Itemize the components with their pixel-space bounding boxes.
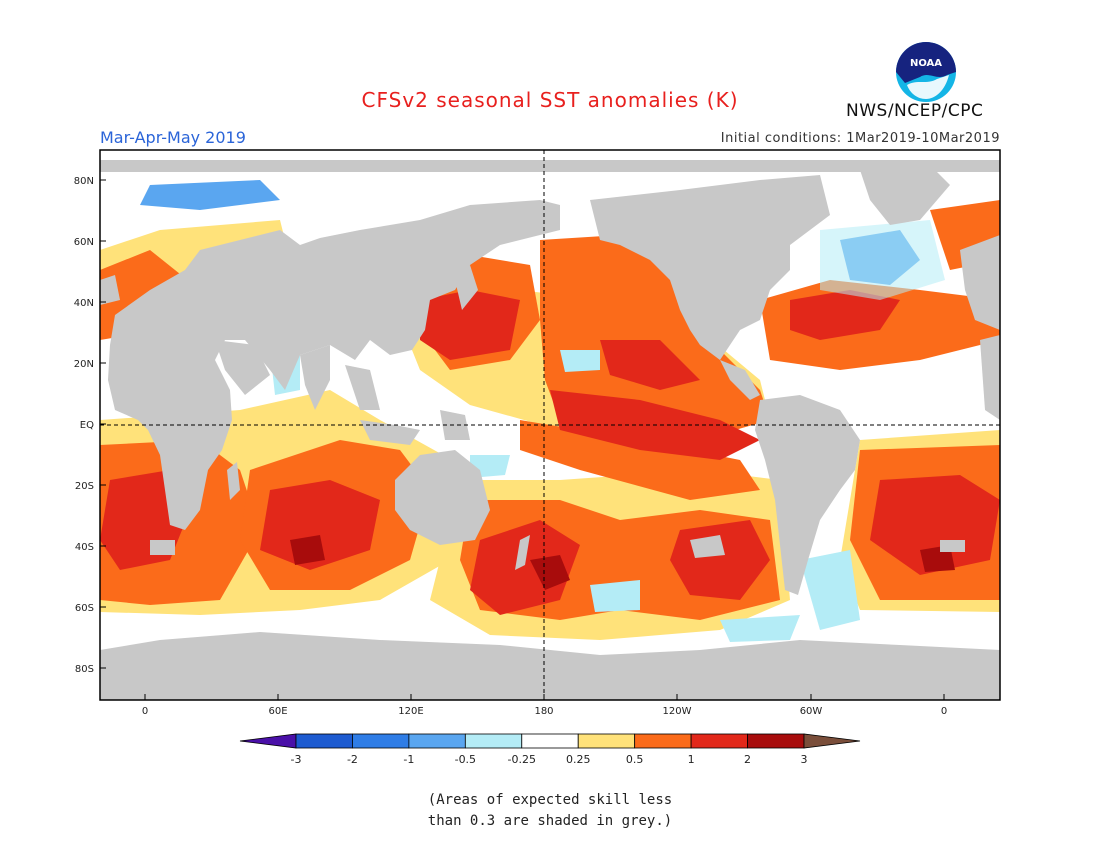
forecast-period: Mar-Apr-May 2019 xyxy=(100,128,246,147)
colorbar: -3 -2 -1 -0.5 -0.25 0.25 0.5 1 2 3 xyxy=(239,733,861,766)
lon-label: 60E xyxy=(268,706,287,717)
colorbar-label: -1 xyxy=(403,753,414,766)
colorbar-label: -2 xyxy=(347,753,358,766)
lat-label: 80S xyxy=(75,664,94,675)
lon-label: 180 xyxy=(534,706,553,717)
colorbar-label: 0.25 xyxy=(566,753,591,766)
longitude-axis: 0 60E 120E 180 120W 60W 0 xyxy=(142,694,947,717)
colorbar-label: -0.5 xyxy=(455,753,476,766)
colorbar-box xyxy=(690,733,748,749)
initial-conditions: Initial conditions: 1Mar2019-10Mar2019 xyxy=(720,131,1000,146)
lon-label: 0 xyxy=(142,706,148,717)
lon-label: 120W xyxy=(663,706,692,717)
colorbar-box xyxy=(747,733,805,749)
map-frame xyxy=(99,149,1001,701)
noaa-logo: NOAA xyxy=(896,42,956,102)
lat-label: EQ xyxy=(80,420,94,431)
lon-label: 120E xyxy=(398,706,423,717)
colorbar-box xyxy=(577,733,636,749)
lon-label: 0 xyxy=(941,706,947,717)
colorbar-max-arrow xyxy=(803,733,861,749)
colorbar-box xyxy=(634,733,692,749)
colorbar-label: -0.25 xyxy=(508,753,536,766)
latitude-axis: 80N 60N 40N 20N EQ 20S 40S 60S 80S xyxy=(74,176,106,675)
agency-label: NWS/NCEP/CPC xyxy=(846,101,984,121)
logo-text: NOAA xyxy=(910,58,942,69)
colorbar-box xyxy=(408,733,466,749)
lon-label: 60W xyxy=(800,706,823,717)
colorbar-label: 2 xyxy=(744,753,751,766)
lat-label: 40N xyxy=(74,298,94,309)
colorbar-min-arrow xyxy=(239,733,297,749)
land-masses xyxy=(100,165,1000,700)
colorbar-box xyxy=(464,733,523,749)
colorbar-box xyxy=(352,733,410,749)
lat-label: 20N xyxy=(74,359,94,370)
lat-label: 60S xyxy=(75,603,94,614)
lat-label: 60N xyxy=(74,237,94,248)
lat-label: 80N xyxy=(74,176,94,187)
colorbar-box xyxy=(521,733,579,749)
chart-title: CFSv2 seasonal SST anomalies (K) xyxy=(361,88,739,112)
skill-note-line-2: than 0.3 are shaded in grey.) xyxy=(427,813,673,829)
skill-note: (Areas of expected skill less than 0.3 a… xyxy=(0,790,1100,832)
colorbar-label: -3 xyxy=(291,753,302,766)
colorbar-label: 0.5 xyxy=(626,753,644,766)
lat-label: 40S xyxy=(75,542,94,553)
colorbar-box xyxy=(295,733,353,749)
lat-label: 20S xyxy=(75,481,94,492)
colorbar-label: 1 xyxy=(688,753,695,766)
colorbar-label: 3 xyxy=(801,753,808,766)
skill-note-line-1: (Areas of expected skill less xyxy=(427,792,673,808)
